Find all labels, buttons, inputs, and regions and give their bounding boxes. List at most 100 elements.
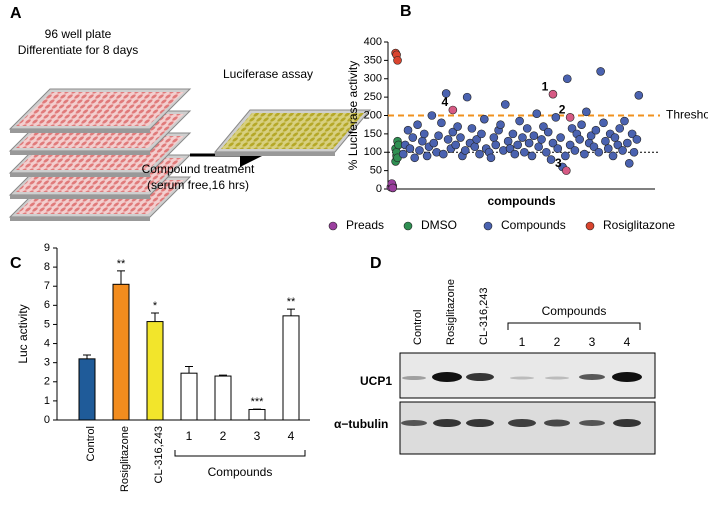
legend-marker xyxy=(328,221,338,231)
point xyxy=(527,151,537,161)
group-bracket xyxy=(174,450,306,457)
point xyxy=(562,74,572,84)
point xyxy=(415,146,424,155)
point xyxy=(480,114,489,124)
point xyxy=(524,138,534,148)
treatment-label: Compound treatment xyxy=(142,162,255,176)
point xyxy=(503,136,513,146)
bar xyxy=(180,372,198,421)
y-tick-label: 1 xyxy=(44,395,50,407)
assay-plate xyxy=(213,109,372,156)
y-tick-label: 0 xyxy=(44,414,50,426)
point xyxy=(613,140,623,150)
point xyxy=(632,135,642,144)
error-bar xyxy=(151,312,159,322)
point xyxy=(388,183,398,193)
point xyxy=(596,67,605,76)
panel-b: B 0 50 100 150 200 250 300 350 400 % Luciferase ac… xyxy=(328,3,708,232)
point xyxy=(551,113,561,122)
bar xyxy=(214,375,232,421)
point xyxy=(398,149,408,159)
legend-marker xyxy=(585,221,595,231)
point xyxy=(561,151,570,161)
annotation: 2 xyxy=(559,103,566,117)
point xyxy=(553,144,563,153)
y-tick-label: 4 xyxy=(44,337,50,349)
y-tick-label: 250 xyxy=(364,91,382,103)
point xyxy=(518,133,527,142)
point xyxy=(556,133,565,142)
point xyxy=(627,129,637,139)
panel-label: A xyxy=(10,5,22,22)
point xyxy=(460,146,470,155)
legend-label: Preads xyxy=(346,218,384,232)
lane-label: 2 xyxy=(554,335,561,349)
point xyxy=(419,129,429,139)
y-tick-label: 3 xyxy=(44,357,50,369)
point xyxy=(418,136,427,146)
x-axis-label: compounds xyxy=(488,194,556,208)
point xyxy=(462,92,472,102)
point xyxy=(599,118,608,128)
point xyxy=(629,147,639,157)
annotation: 1 xyxy=(542,79,549,93)
point xyxy=(515,116,524,126)
point xyxy=(601,136,610,146)
point xyxy=(510,149,520,159)
point xyxy=(534,142,543,152)
highlight-point xyxy=(562,166,571,175)
point xyxy=(541,147,551,157)
lane-bracket xyxy=(507,322,641,330)
row-label: UCP1 xyxy=(360,374,392,388)
error-bar xyxy=(287,308,295,316)
treatment-conditions: (serum free,16 hrs) xyxy=(147,178,249,192)
y-tick-label: 300 xyxy=(364,73,382,85)
point xyxy=(594,147,604,157)
plate-stack xyxy=(8,88,192,221)
bar xyxy=(78,358,96,421)
point xyxy=(422,151,432,161)
significance: * xyxy=(153,300,158,312)
point xyxy=(570,146,580,155)
x-tick-label: Control xyxy=(85,426,97,461)
reference-label: Threshold xyxy=(666,108,708,122)
point xyxy=(508,129,518,139)
panel-label: B xyxy=(400,3,412,20)
point xyxy=(615,124,625,133)
lane-label: Control xyxy=(412,310,424,345)
point xyxy=(539,122,548,131)
point xyxy=(586,131,596,141)
significance: ** xyxy=(287,296,296,308)
bar xyxy=(112,283,130,421)
lane-label: CL-316,243 xyxy=(478,288,490,346)
point xyxy=(427,111,437,120)
x-tick-label: CL-316,243 xyxy=(153,426,165,484)
y-tick-label: 5 xyxy=(44,318,50,330)
y-axis-label: % Luciferase activity xyxy=(346,61,360,170)
point xyxy=(393,56,402,65)
error-bar xyxy=(185,365,193,374)
row-label: α−tubulin xyxy=(334,417,388,431)
y-axis-label: Luc activity xyxy=(16,304,30,363)
point xyxy=(513,140,522,150)
legend-label: DMSO xyxy=(421,218,457,232)
point xyxy=(537,135,546,144)
bar xyxy=(282,315,300,421)
point xyxy=(575,135,584,144)
point xyxy=(413,120,422,129)
highlight-point xyxy=(548,89,558,99)
point xyxy=(634,90,644,100)
point xyxy=(565,140,575,150)
point xyxy=(532,109,542,118)
bar xyxy=(248,408,266,421)
point xyxy=(429,138,439,148)
point xyxy=(475,149,484,159)
point xyxy=(470,142,480,152)
significance: *** xyxy=(251,396,265,408)
lane-group-label: Compounds xyxy=(542,304,607,318)
point xyxy=(520,147,529,157)
point xyxy=(448,127,458,137)
point xyxy=(580,149,589,159)
lane-label: 4 xyxy=(624,335,631,349)
